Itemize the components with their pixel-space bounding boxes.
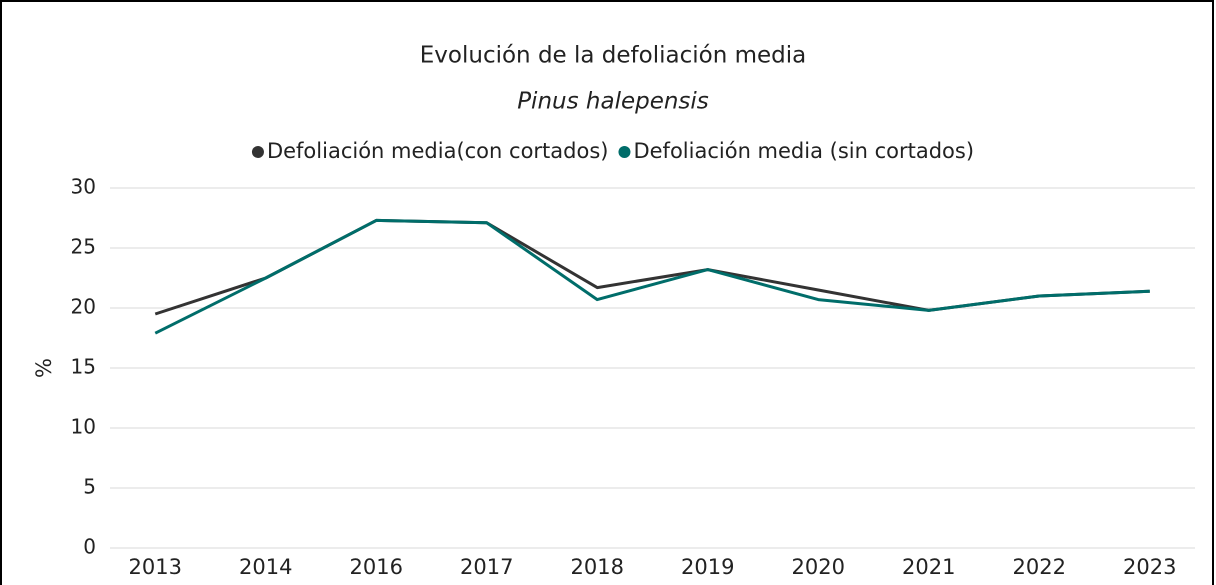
y-tick-label: 5	[83, 475, 96, 499]
legend: Defoliación media(con cortados) Defoliaci…	[251, 139, 974, 163]
y-tick-label: 25	[71, 235, 96, 259]
series-line	[154, 218, 1150, 335]
x-tick-label: 2018	[571, 555, 624, 579]
x-tick-label: 2014	[239, 555, 292, 579]
x-tick-label: 2021	[902, 555, 955, 579]
legend-marker	[251, 146, 264, 158]
x-tick-label: 2020	[792, 555, 845, 579]
legend-marker	[618, 146, 631, 158]
y-tick-label: 10	[71, 415, 96, 439]
x-tick-label: 2016	[350, 555, 403, 579]
x-tick-label: 2019	[681, 555, 734, 579]
x-tick-label: 2023	[1123, 555, 1176, 579]
x-tick-label: 2013	[129, 555, 182, 579]
legend-label: Defoliación media(con cortados)	[267, 139, 609, 163]
y-tick-label: 20	[71, 295, 96, 319]
chart-subtitle: Pinus halepensis	[517, 89, 709, 115]
y-tick-label: 15	[71, 355, 96, 379]
chart-title: Evolución de la defoliación media	[420, 43, 806, 69]
y-axis-label: %	[32, 358, 56, 378]
legend-label: Defoliación media (sin cortados)	[633, 139, 974, 163]
x-tick-label: 2022	[1013, 555, 1066, 579]
x-tick-label: 2017	[460, 555, 513, 579]
y-tick-label: 30	[71, 175, 96, 199]
legend-item: Defoliación media(con cortados)	[251, 139, 609, 163]
legend-item: Defoliación media (sin cortados)	[618, 139, 974, 163]
y-tick-label: 0	[83, 535, 96, 559]
